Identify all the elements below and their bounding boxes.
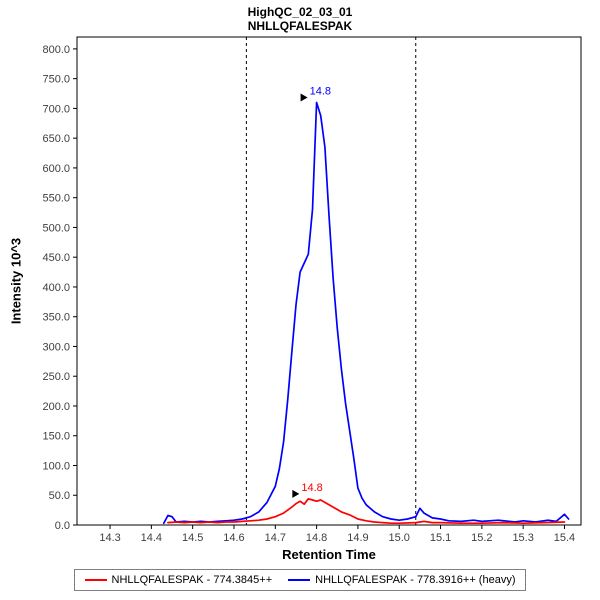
y-tick-label: 500.0 (42, 222, 70, 234)
y-axis-label: Intensity 10^3 (8, 237, 24, 325)
y-tick-label: 300.0 (42, 341, 70, 353)
x-tick-label: 14.8 (306, 532, 327, 544)
x-tick-label: 14.4 (141, 532, 162, 544)
chromatogram-trace[interactable] (167, 497, 566, 525)
peak-pointer-icon (292, 489, 300, 498)
y-tick-label: 150.0 (42, 431, 70, 443)
y-tick-label: 700.0 (42, 103, 70, 115)
x-tick-label: 14.3 (99, 532, 120, 544)
y-tick-label: 750.0 (42, 74, 70, 86)
x-tick-label: 15.4 (554, 532, 575, 544)
peak-pointer-icon (300, 93, 308, 102)
x-tick-label: 15.0 (389, 532, 410, 544)
x-tick-label: 15.1 (430, 532, 451, 544)
x-tick-label: 14.7 (265, 532, 286, 544)
y-tick-label: 650.0 (42, 133, 70, 145)
legend-entry-light: NHLLQFALESPAK - 774.3845++ (84, 574, 273, 586)
x-tick-label: 15.2 (471, 532, 492, 544)
legend-label-heavy: NHLLQFALESPAK - 778.3916++ (heavy) (315, 574, 516, 586)
red-line-swatch (84, 579, 107, 581)
x-axis-label: Retention Time (282, 547, 376, 562)
y-tick-label: 600.0 (42, 163, 70, 175)
y-tick-label: 800.0 (42, 44, 70, 56)
y-tick-label: 50.0 (49, 490, 70, 502)
legend-entry-heavy: NHLLQFALESPAK - 778.3916++ (heavy) (288, 574, 515, 586)
y-tick-label: 450.0 (42, 252, 70, 264)
y-tick-label: 100.0 (42, 460, 70, 472)
chart-subtitle: NHLLQFALESPAK (247, 19, 353, 33)
y-tick-label: 250.0 (42, 371, 70, 383)
chromatogram-trace[interactable] (162, 101, 570, 525)
y-tick-label: 200.0 (42, 401, 70, 413)
x-tick-label: 15.3 (512, 532, 533, 544)
peak-rt-annotation[interactable]: 14.8 (310, 85, 331, 97)
legend-label-light: NHLLQFALESPAK - 774.3845++ (111, 574, 273, 586)
plot-border (76, 36, 582, 526)
y-tick-label: 550.0 (42, 193, 70, 205)
peak-rt-annotation[interactable]: 14.8 (301, 482, 322, 494)
blue-line-swatch (288, 579, 311, 581)
legend-box: NHLLQFALESPAK - 774.3845++ NHLLQFALESPAK… (73, 569, 527, 591)
y-tick-label: 350.0 (42, 312, 70, 324)
x-tick-label: 14.6 (223, 532, 244, 544)
x-tick-label: 14.9 (347, 532, 368, 544)
chart-title: HighQC_02_03_01 (247, 5, 353, 19)
y-tick-label: 0.0 (55, 520, 70, 532)
x-tick-label: 14.5 (182, 532, 203, 544)
legend: NHLLQFALESPAK - 774.3845++ NHLLQFALESPAK… (0, 569, 600, 591)
y-tick-label: 400.0 (42, 282, 70, 294)
